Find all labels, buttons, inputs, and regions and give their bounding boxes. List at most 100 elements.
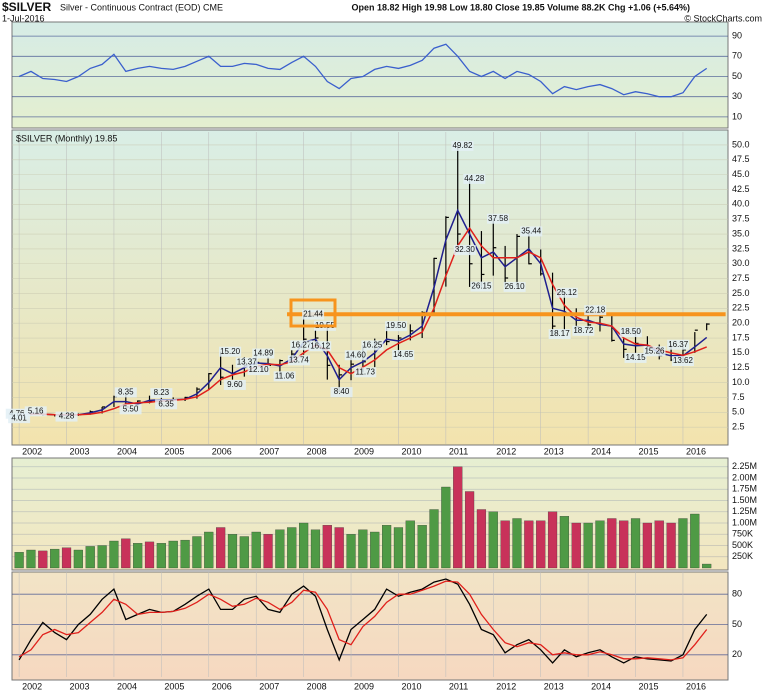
volume-bar — [500, 520, 510, 569]
y-tick-label: 1.25M — [732, 506, 757, 516]
price-label-bg — [503, 281, 526, 292]
price-label-bg — [287, 355, 310, 366]
price-label: 12.10 — [249, 365, 270, 374]
volume-bar — [654, 520, 664, 569]
x-tick-label: 2015 — [639, 446, 659, 456]
price-label-bg — [361, 340, 384, 351]
y-tick-label: 80 — [732, 589, 742, 599]
price-label: 18.72 — [573, 326, 594, 335]
volume-bar — [619, 520, 629, 569]
price-label: 16.25 — [362, 341, 383, 350]
price-label: 19.50 — [386, 321, 407, 330]
volume-bar — [393, 527, 404, 569]
x-tick-label: 2004 — [117, 446, 137, 456]
volume-bar — [38, 550, 48, 569]
y-tick-label: 2.5 — [732, 422, 745, 432]
y-tick-label: 7.5 — [732, 392, 745, 402]
indicator-line — [18, 580, 708, 661]
volume-bar — [26, 549, 36, 569]
x-tick-label: 2011 — [449, 446, 468, 456]
volume-bar — [370, 531, 380, 569]
price-label: 44.28 — [464, 174, 485, 183]
quote: Open 18.82 High 19.98 Low 18.80 Close 19… — [352, 2, 690, 12]
volume-bar — [14, 552, 24, 569]
price-label: 32.30 — [455, 245, 476, 254]
y-tick-label: 1.00M — [732, 517, 757, 527]
price-label: 8.40 — [334, 387, 350, 396]
price-label-bg — [453, 245, 476, 256]
price-label: 6.35 — [158, 399, 174, 408]
volume-bar — [690, 513, 700, 569]
price-label-bg — [624, 352, 647, 363]
y-tick-label: 22.5 — [732, 303, 750, 313]
volume-bar — [50, 548, 60, 569]
volume-bar — [405, 520, 415, 569]
x-tick-label: 2014 — [591, 681, 611, 691]
x-tick-label: 2013 — [544, 446, 564, 456]
price-label-bg — [671, 356, 694, 367]
y-tick-label: 20.0 — [732, 318, 750, 328]
price-label-bg — [385, 321, 408, 332]
x-tick-label: 2016 — [686, 681, 706, 691]
x-tick-label: 2012 — [496, 681, 516, 691]
y-tick-label: 47.5 — [732, 154, 750, 164]
x-tick-label: 2013 — [544, 681, 564, 691]
y-tick-label: 17.5 — [732, 332, 750, 342]
x-tick-label: 2008 — [307, 446, 327, 456]
price-label: 5.50 — [123, 404, 139, 413]
volume-bar — [702, 563, 712, 569]
volume-bar — [322, 525, 332, 569]
volume-bar — [453, 466, 463, 569]
y-tick-label: 42.5 — [732, 184, 750, 194]
price-label: 37.58 — [488, 214, 509, 223]
x-tick-label: 2016 — [686, 446, 706, 456]
price-label: 16.12 — [310, 341, 331, 350]
price-label: 25.12 — [557, 288, 578, 297]
volume-bar — [275, 529, 285, 569]
price-label: 22.18 — [585, 305, 606, 314]
volume-bar — [287, 527, 297, 569]
volume-bar — [642, 522, 652, 569]
volume-bar — [678, 518, 688, 569]
price-label: 26.10 — [505, 282, 526, 291]
y-tick-label: 27.5 — [732, 273, 750, 283]
y-tick-label: 250K — [732, 551, 753, 561]
x-tick-label: 2006 — [212, 681, 232, 691]
y-tick-label: 15.0 — [732, 347, 750, 357]
volume-bar — [168, 540, 178, 569]
volume-bar — [192, 536, 202, 569]
price-label-bg — [344, 350, 367, 361]
price-label-bg — [273, 371, 296, 382]
price-label-bg — [643, 346, 666, 357]
x-tick-label: 2014 — [591, 446, 611, 456]
volume-bar — [464, 491, 475, 569]
date: 1-Jul-2016 — [2, 13, 45, 23]
volume-bar — [512, 518, 522, 569]
volume-bar — [488, 511, 498, 569]
y-tick-label: 12.5 — [732, 362, 750, 372]
y-tick-label: 500K — [732, 540, 753, 550]
y-tick-label: 1.50M — [732, 495, 757, 505]
y-tick-label: 30.0 — [732, 258, 750, 268]
x-tick-label: 2012 — [496, 446, 516, 456]
price-label-bg — [235, 357, 258, 368]
price-label-bg — [667, 339, 690, 350]
price-label: 4.01 — [11, 413, 27, 422]
price-panel — [11, 129, 729, 446]
y-tick-label: 1.75M — [732, 484, 757, 494]
y-tick-label: 2.25M — [732, 461, 757, 471]
x-tick-label: 2003 — [70, 446, 90, 456]
price-label-bg — [470, 281, 493, 292]
y-tick-label: 70 — [732, 51, 742, 61]
price-label: 14.65 — [393, 350, 414, 359]
price-label-bg — [548, 329, 571, 340]
price-label-bg — [463, 173, 486, 184]
plots: 10 30 50 70 90 2.5 5.0 7.5 10.0 12.5 15.0 17.5 20.0 2… — [5, 30, 757, 691]
volume-bar — [144, 541, 155, 569]
price-label-bg — [119, 404, 142, 415]
y-tick-label: 5.0 — [732, 407, 745, 417]
x-tick-label: 2005 — [164, 446, 184, 456]
volume-bar — [607, 518, 617, 569]
x-tick-label: 2003 — [70, 681, 90, 691]
volume-bar — [382, 525, 392, 569]
